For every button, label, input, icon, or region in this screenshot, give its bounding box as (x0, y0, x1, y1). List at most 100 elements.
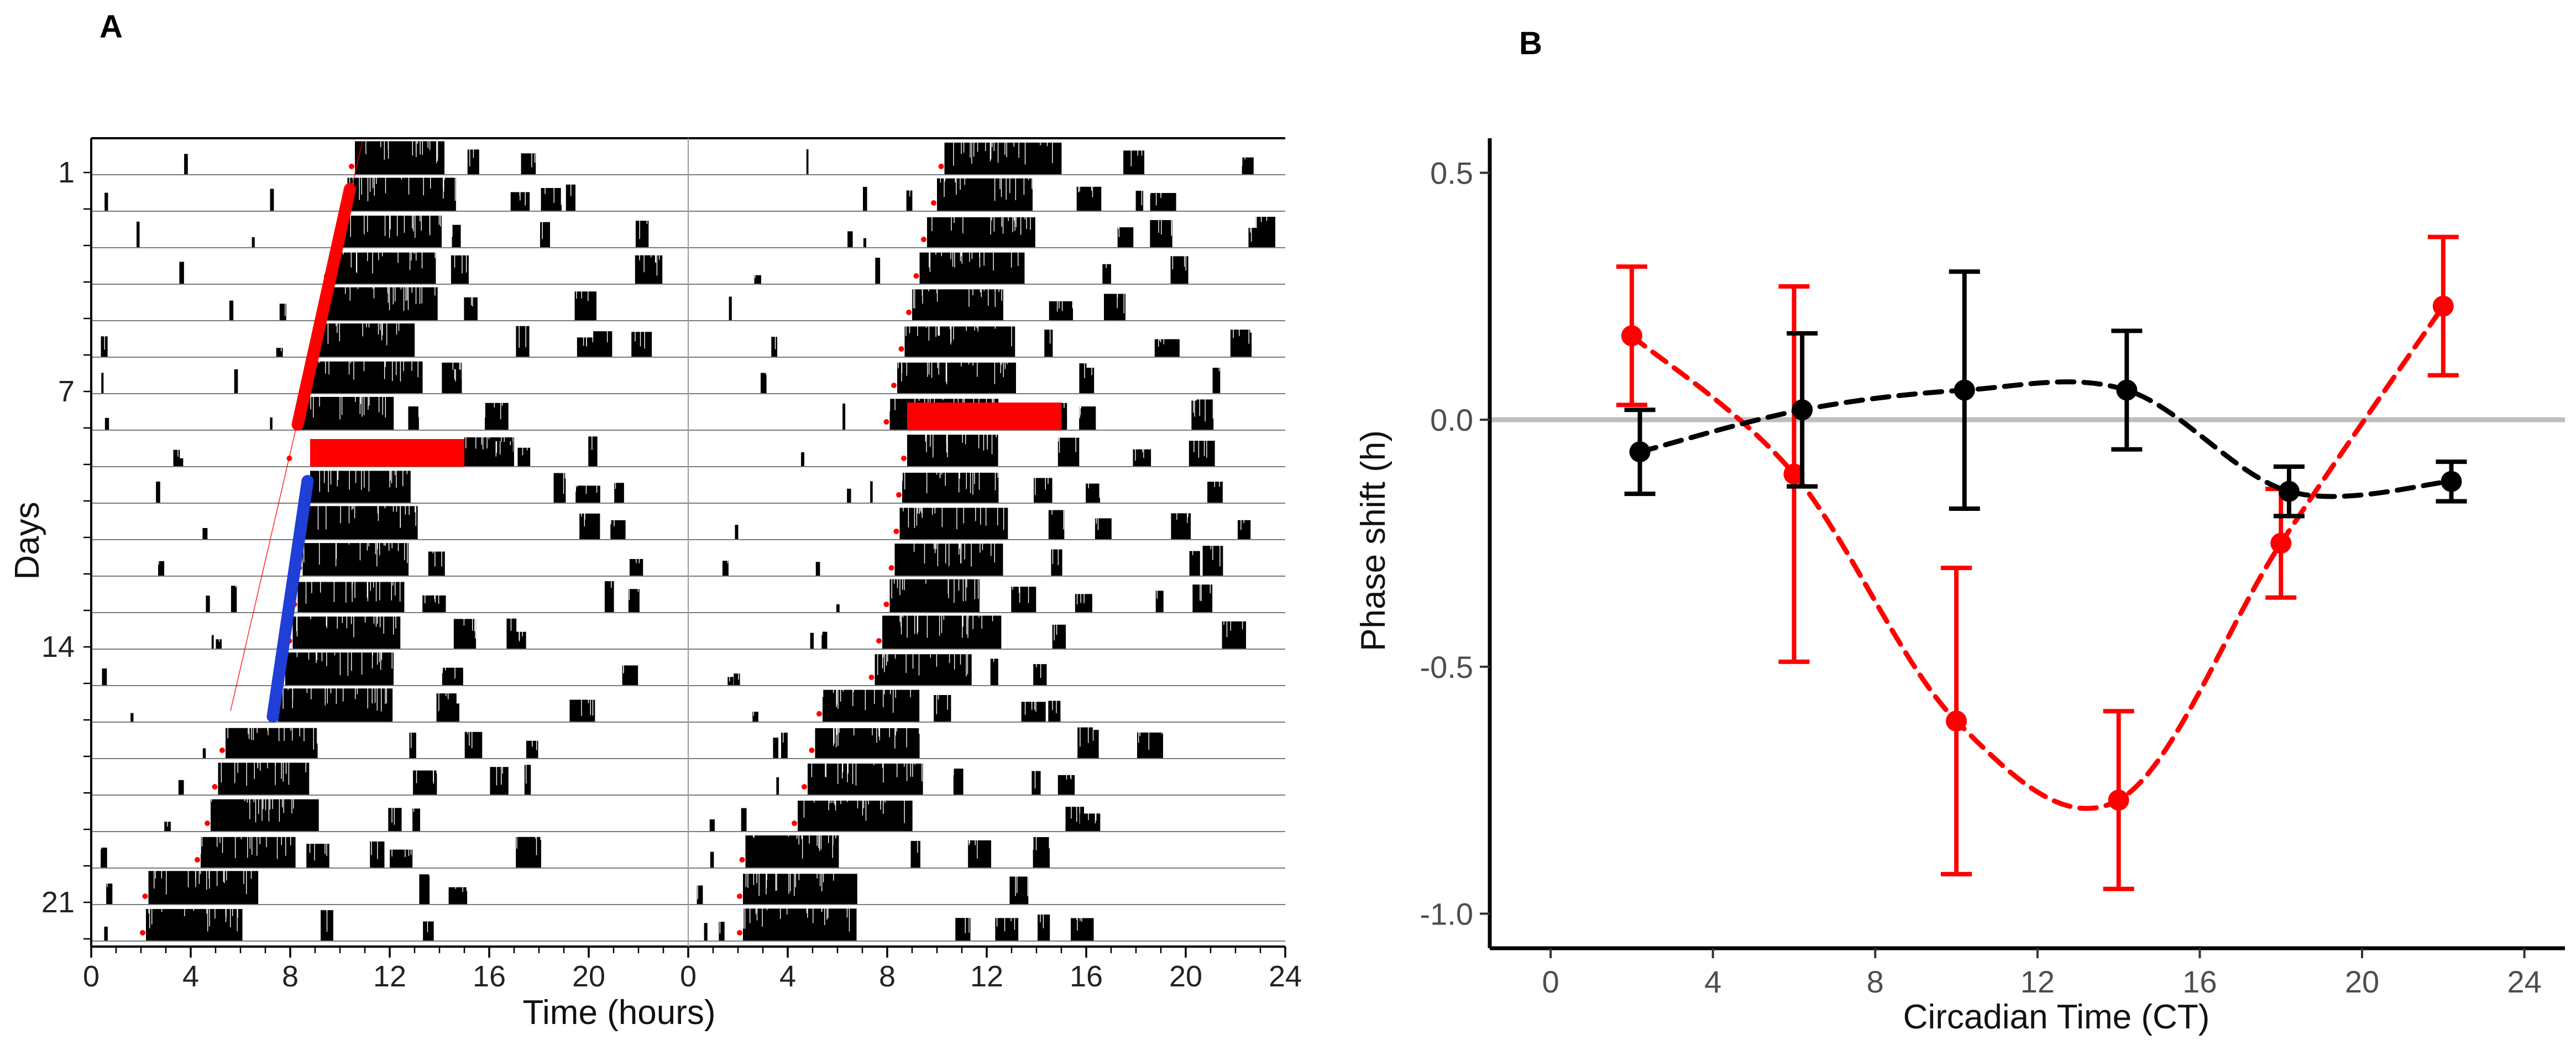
onset-marker (938, 164, 944, 169)
onset-marker (816, 711, 822, 717)
activity-bout (436, 693, 457, 722)
prc-y-tick-label: -0.5 (1420, 650, 1474, 685)
onset-marker (809, 748, 815, 753)
activity-bout (202, 528, 208, 539)
activity-bout (1135, 191, 1144, 211)
activity-bout (574, 291, 596, 320)
activity-bout (1038, 915, 1050, 940)
actogram-axes (83, 137, 1286, 958)
activity-bout (1192, 584, 1213, 612)
activity-bout (635, 255, 655, 284)
activity-bout (1080, 813, 1101, 831)
onset-marker (737, 930, 742, 936)
prc-x-ticks: 0 4 8 12 16 20 24 (1542, 964, 2542, 999)
activity-bout (156, 481, 160, 503)
onset-marker (913, 273, 919, 279)
activity-bout (734, 673, 740, 685)
activity-bout (899, 508, 1008, 539)
activity-bout (610, 520, 626, 539)
actogram-activity (100, 140, 1275, 940)
activity-bout (516, 326, 530, 357)
series-red-point (2270, 532, 2292, 554)
activity-bout (101, 373, 104, 393)
activity-bout (1102, 264, 1111, 284)
activity-bout (1189, 551, 1200, 576)
activity-bout (569, 699, 595, 722)
activity-bout (776, 777, 779, 795)
activity-bout (1188, 441, 1215, 466)
prc-y-tick-label: 0.0 (1430, 403, 1473, 437)
activity-bout (211, 635, 214, 649)
activity-bout (136, 221, 140, 247)
activity-bout (1222, 621, 1247, 649)
activity-bout (870, 481, 873, 503)
activity-bout (815, 562, 820, 576)
actogram-x-tick-label: 0 (83, 960, 100, 993)
onset-marker (219, 748, 225, 753)
activity-bout (102, 668, 107, 685)
activity-bout (836, 604, 840, 612)
activity-bout (297, 582, 405, 612)
activity-bout (490, 767, 509, 795)
activity-bout (1212, 368, 1221, 393)
actogram-x-ticks: 0 4 8 12 16 20 0 4 8 12 16 20 24 (83, 960, 1302, 993)
activity-bout (158, 561, 165, 576)
extrapolation-line (230, 141, 363, 712)
activity-bout (409, 733, 416, 758)
activity-bout (588, 436, 598, 466)
prc-x-tick-label: 12 (2020, 964, 2055, 999)
activity-bout (540, 222, 550, 247)
activity-bout (178, 458, 184, 466)
actogram-x-tick-label: 16 (1070, 960, 1103, 993)
actogram-x-tick-label: 0 (680, 960, 697, 993)
activity-bout (912, 289, 1003, 320)
actogram-y-tick-label: 7 (58, 375, 75, 408)
onset-marker (195, 857, 200, 863)
activity-bout (442, 667, 463, 685)
activity-bout (517, 447, 531, 466)
activity-bout (330, 252, 436, 284)
activity-bout (704, 923, 708, 940)
activity-bout (875, 654, 972, 685)
onset-marker (921, 237, 926, 242)
activity-bout (229, 300, 234, 320)
activity-bout (628, 589, 640, 612)
prc-y-tick-label: 0.5 (1430, 156, 1473, 191)
actogram-y-ticks: 1 7 14 21 (41, 156, 75, 919)
activity-bout (388, 808, 402, 831)
activity-bout (202, 748, 206, 758)
onset-marker (931, 200, 936, 206)
activity-bout (719, 922, 725, 940)
activity-bout (614, 483, 624, 503)
actogram-panel: 0 4 8 12 16 20 0 4 8 12 16 20 24 1 7 14 21 Time (hours)… (8, 137, 1302, 1032)
activity-bout (1033, 837, 1049, 868)
activity-bout (1242, 157, 1254, 174)
prc-x-tick-label: 16 (2182, 964, 2217, 999)
activity-bout (761, 373, 767, 393)
light-pulse-bar (907, 403, 1061, 430)
onset-marker (876, 638, 882, 644)
activity-bout (452, 224, 461, 247)
activity-bout (310, 471, 411, 503)
activity-bout (727, 677, 734, 685)
activity-bout (148, 871, 259, 904)
actogram-x-tick-label: 8 (282, 960, 299, 993)
series-red-point (2432, 295, 2454, 317)
actogram-y-axis-title: Days (8, 501, 46, 579)
activity-bout (897, 362, 1016, 393)
activity-bout (910, 840, 920, 868)
activity-bout (906, 190, 913, 211)
activity-bout (285, 652, 394, 685)
activity-bout (1079, 406, 1096, 430)
fit-line-blue (266, 475, 314, 723)
onset-marker (901, 456, 907, 461)
series-red-point (1946, 710, 1967, 732)
onset-marker (868, 675, 875, 680)
activity-bout (622, 665, 638, 685)
series-black-point (2116, 379, 2138, 401)
activity-bout (773, 738, 779, 758)
activity-bout (270, 417, 273, 430)
activity-bout (754, 275, 761, 284)
activity-bout (1048, 701, 1061, 722)
activity-bout (735, 525, 739, 539)
